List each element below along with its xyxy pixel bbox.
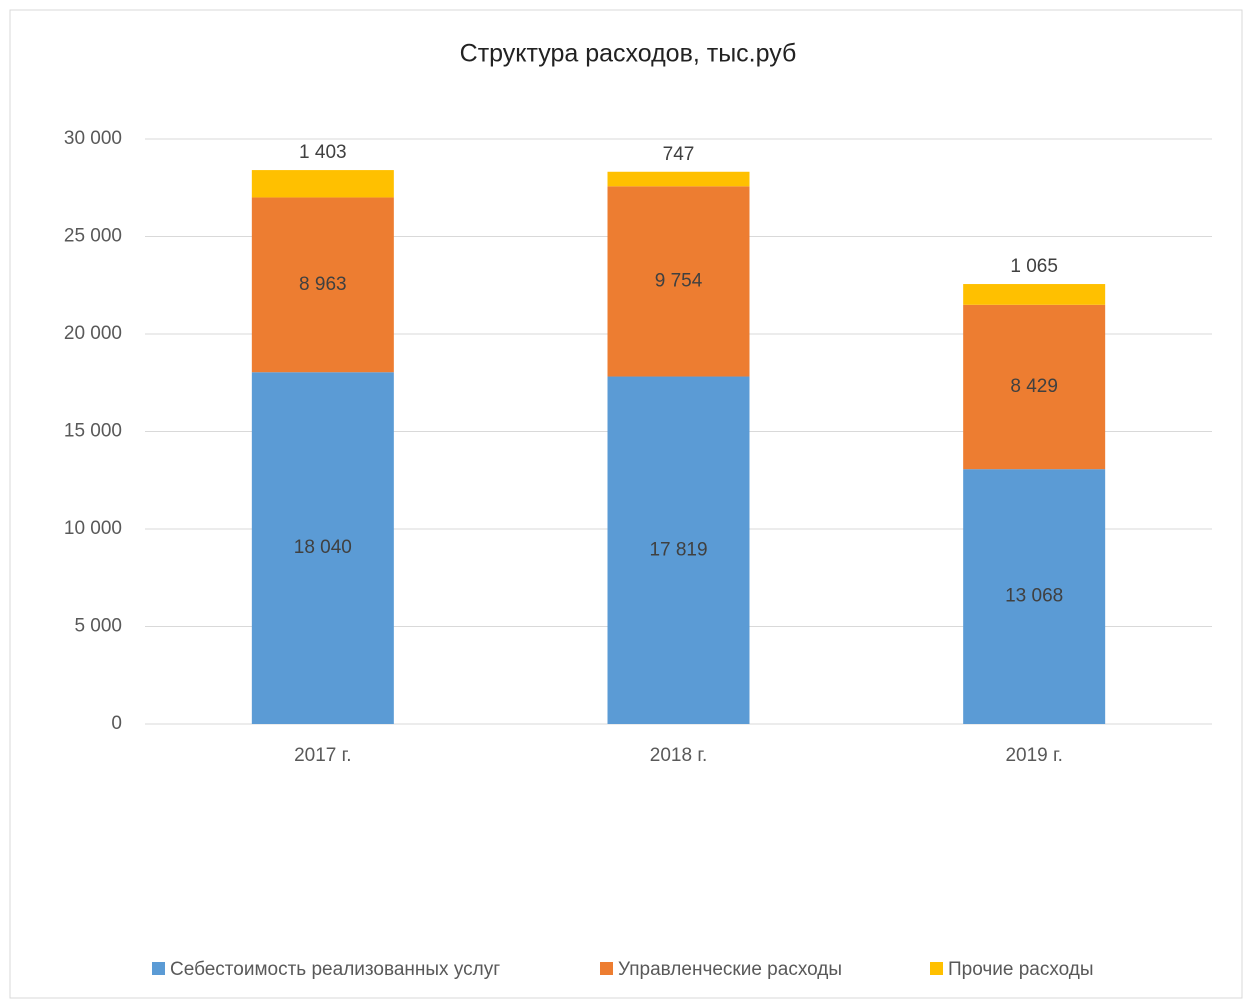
legend-swatch xyxy=(152,962,165,975)
bar-segment xyxy=(251,372,394,724)
data-label: 13 068 xyxy=(1005,586,1063,607)
bar-segment xyxy=(963,284,1106,305)
data-label: 8 429 xyxy=(1010,376,1058,397)
y-tick-label: 15 000 xyxy=(64,421,122,442)
bar-segment xyxy=(607,186,750,377)
legend-label: Себестоимость реализованных услуг xyxy=(170,959,500,980)
legend-label: Управленческие расходы xyxy=(618,959,842,980)
data-label: 17 819 xyxy=(649,539,707,560)
x-tick-label: 2017 г. xyxy=(294,745,351,766)
y-tick-label: 30 000 xyxy=(64,128,122,149)
bar-segment xyxy=(963,469,1106,724)
data-label: 1 403 xyxy=(299,142,347,163)
data-label: 18 040 xyxy=(294,537,352,558)
bar-segment xyxy=(963,304,1106,470)
legend-label: Прочие расходы xyxy=(948,959,1094,980)
y-tick-label: 20 000 xyxy=(64,323,122,344)
bar-segment xyxy=(251,197,394,373)
legend-swatch xyxy=(930,962,943,975)
data-label: 9 754 xyxy=(655,270,703,291)
bar-segment xyxy=(607,171,750,187)
data-label: 1 065 xyxy=(1010,256,1058,277)
x-tick-label: 2018 г. xyxy=(650,745,707,766)
y-tick-label: 25 000 xyxy=(64,226,122,247)
data-label: 8 963 xyxy=(299,274,347,295)
data-label: 747 xyxy=(663,144,695,165)
legend-swatch xyxy=(600,962,613,975)
bar-segment xyxy=(607,376,750,724)
bar-segment xyxy=(251,170,394,198)
chart-title: Структура расходов, тыс.руб xyxy=(460,40,797,68)
y-tick-label: 0 xyxy=(111,713,122,734)
x-tick-label: 2019 г. xyxy=(1005,745,1062,766)
y-tick-label: 5 000 xyxy=(74,616,122,637)
y-tick-label: 10 000 xyxy=(64,518,122,539)
